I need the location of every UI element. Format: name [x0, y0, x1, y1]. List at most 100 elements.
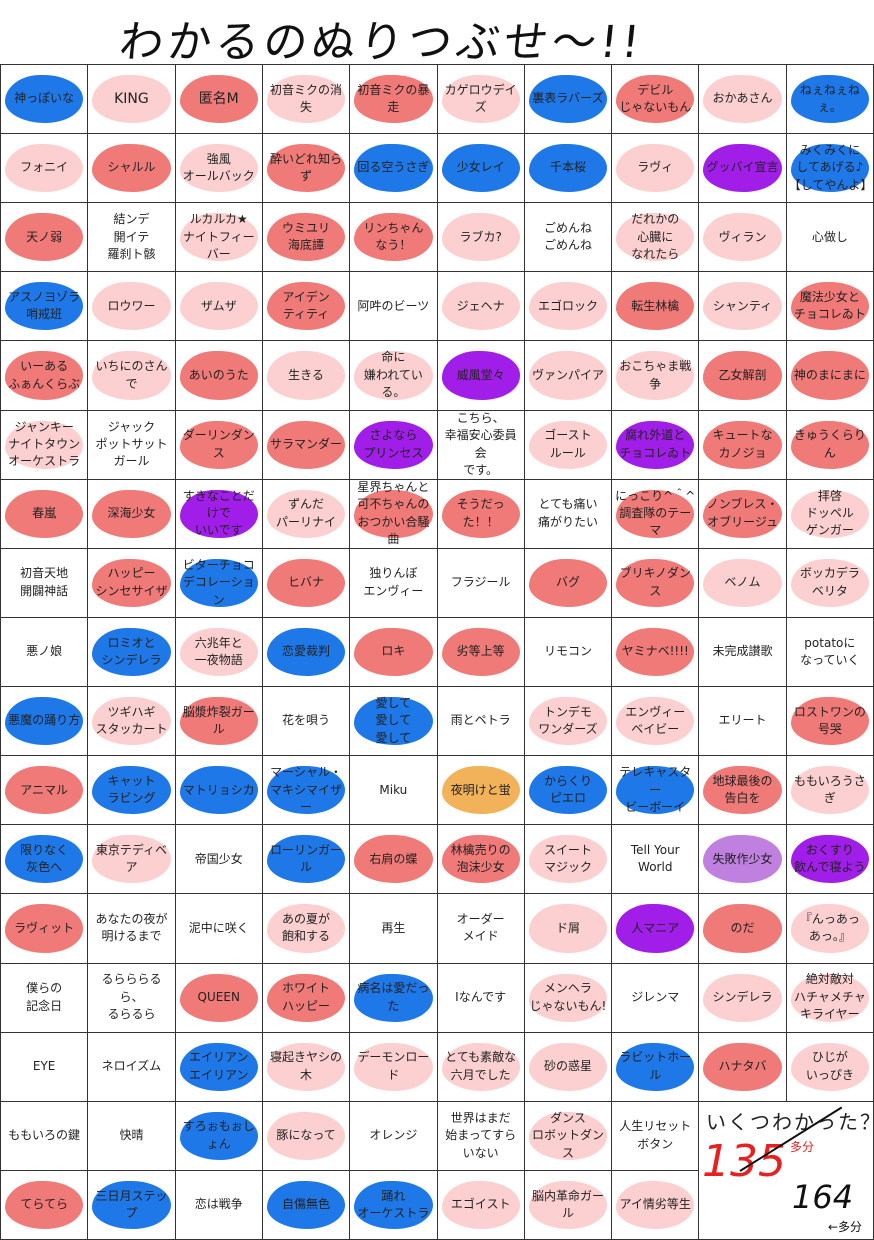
song-cell[interactable]: ウミユリ 海底譚: [262, 203, 351, 273]
song-cell[interactable]: 拝啓 ドッペル ゲンガー: [786, 479, 874, 549]
song-cell[interactable]: 僕らの 記念日: [1, 963, 89, 1033]
song-cell[interactable]: おくすり 飲んで寝よう: [786, 825, 874, 895]
song-cell[interactable]: 劣等上等: [437, 617, 525, 688]
song-cell[interactable]: ダンス ロボットダンス: [524, 1101, 613, 1171]
song-cell[interactable]: おこちゃま戦争: [612, 341, 700, 411]
song-cell[interactable]: 初音ミクの暴走: [350, 65, 438, 135]
song-cell[interactable]: ネロイズム: [88, 1032, 176, 1102]
song-cell[interactable]: ブリキノダンス: [612, 548, 700, 618]
song-cell[interactable]: ラヴィ: [612, 134, 700, 204]
song-cell[interactable]: さよなら プリンセス: [350, 410, 438, 480]
song-cell[interactable]: ロミオと シンデレラ: [88, 617, 176, 688]
song-cell[interactable]: ビターチョコ デコレーション: [175, 548, 263, 618]
song-cell[interactable]: QUEEN: [175, 963, 263, 1033]
song-cell[interactable]: だれかの 心臓に なれたら: [612, 203, 700, 273]
song-cell[interactable]: スイート マジック: [524, 825, 613, 895]
song-cell[interactable]: メンヘラ じゃないもん!: [524, 963, 613, 1033]
song-cell[interactable]: 強風 オールバック: [175, 134, 263, 204]
song-cell[interactable]: にっこり^＾^ 調査隊のテーマ: [612, 479, 700, 549]
song-cell[interactable]: Iなんです: [437, 963, 525, 1033]
song-cell[interactable]: 結ンデ 開イテ 羅刹ト骸: [88, 203, 176, 273]
song-cell[interactable]: マーシャル・ マキシマイザー: [262, 756, 351, 826]
song-cell[interactable]: 匿名M: [175, 65, 263, 135]
song-cell[interactable]: ド屑: [524, 894, 613, 964]
song-cell[interactable]: 回る空うさぎ: [350, 134, 438, 204]
song-cell[interactable]: 生きる: [262, 341, 351, 411]
song-cell[interactable]: ヒバナ: [262, 548, 351, 618]
song-cell[interactable]: 酔いどれ知らず: [262, 134, 351, 204]
song-cell[interactable]: みくみくに してあげる♪ 【してやんよ】: [786, 134, 874, 204]
song-cell[interactable]: 乙女解剖: [699, 341, 787, 411]
song-cell[interactable]: 三日月ステップ: [88, 1170, 176, 1240]
song-cell[interactable]: あの夏が 飽和する: [262, 894, 351, 964]
song-cell[interactable]: 林檎売りの 泡沫少女: [437, 825, 525, 895]
song-cell[interactable]: 豚になって: [262, 1101, 351, 1171]
song-cell[interactable]: シャンティ: [699, 272, 787, 342]
song-cell[interactable]: 地球最後の 告白を: [699, 756, 787, 826]
song-cell[interactable]: 雨とペトラ: [437, 687, 525, 757]
song-cell[interactable]: テレキャスター ビーボーイ: [612, 756, 700, 826]
song-cell[interactable]: ゴースト ルール: [524, 410, 613, 480]
song-cell[interactable]: 脳内革命ガール: [524, 1170, 613, 1240]
song-cell[interactable]: 人マニア: [612, 894, 700, 964]
song-cell[interactable]: おかあさん: [699, 65, 787, 135]
song-cell[interactable]: 世界はまだ 始まってすらいない: [437, 1101, 525, 1171]
song-cell[interactable]: オレンジ: [350, 1101, 438, 1171]
song-cell[interactable]: フラジール: [437, 548, 525, 618]
song-cell[interactable]: きゅうくらりん: [786, 410, 874, 480]
song-cell[interactable]: エゴイスト: [437, 1170, 525, 1240]
song-cell[interactable]: ひじが いっぴき: [786, 1032, 874, 1102]
song-cell[interactable]: あいのうた: [175, 341, 263, 411]
song-cell[interactable]: ハナタバ: [699, 1032, 787, 1102]
song-cell[interactable]: Tell Your World: [612, 825, 700, 895]
song-cell[interactable]: リンちゃん なう！: [350, 203, 438, 273]
song-cell[interactable]: 限りなく 灰色へ: [1, 825, 89, 895]
song-cell[interactable]: すろぉもぉしょん: [175, 1101, 263, 1171]
song-cell[interactable]: てらてら: [1, 1170, 89, 1240]
song-cell[interactable]: 花を唄う: [262, 687, 351, 757]
song-cell[interactable]: シャルル: [88, 134, 176, 204]
song-cell[interactable]: トンデモ ワンダーズ: [524, 687, 613, 757]
song-cell[interactable]: 悪ノ娘: [1, 617, 89, 688]
song-cell[interactable]: のだ: [699, 894, 787, 964]
song-cell[interactable]: ジレンマ: [612, 963, 700, 1033]
song-cell[interactable]: 魔法少女と チョコレゐト: [786, 272, 874, 342]
song-cell[interactable]: 悪魔の踊り方: [1, 687, 89, 757]
song-cell[interactable]: Miku: [350, 756, 438, 826]
song-cell[interactable]: 転生林檎: [612, 272, 700, 342]
song-cell[interactable]: 絶対敵対 ハチャメチャ キライヤー: [786, 963, 874, 1033]
song-cell[interactable]: ラヴィット: [1, 894, 89, 964]
song-cell[interactable]: ノンブレス・ オブリージュ: [699, 479, 787, 549]
song-cell[interactable]: オーダー メイド: [437, 894, 525, 964]
song-cell[interactable]: すきなことだけで いいです: [175, 479, 263, 549]
song-cell[interactable]: 砂の惑星: [524, 1032, 613, 1102]
song-cell[interactable]: ロウワー: [88, 272, 176, 342]
song-cell[interactable]: サラマンダー: [262, 410, 351, 480]
song-cell[interactable]: アスノヨゾラ 哨戒班: [1, 272, 89, 342]
song-cell[interactable]: アイ情劣等生: [612, 1170, 700, 1240]
song-cell[interactable]: エンヴィー ベイビー: [612, 687, 700, 757]
song-cell[interactable]: バグ: [524, 548, 613, 618]
song-cell[interactable]: 初音天地 開闢神話: [1, 548, 89, 618]
song-cell[interactable]: ロストワンの 号哭: [786, 687, 874, 757]
song-cell[interactable]: こちら、 幸福安心委員会 です。: [437, 410, 525, 480]
song-cell[interactable]: 帝国少女: [175, 825, 263, 895]
song-cell[interactable]: ロキ: [350, 617, 438, 688]
song-cell[interactable]: 深海少女: [88, 479, 176, 549]
song-cell[interactable]: ホワイト ハッピー: [262, 963, 351, 1033]
song-cell[interactable]: ももいろうさぎ: [786, 756, 874, 826]
song-cell[interactable]: ずんだ パーリナイ: [262, 479, 351, 549]
song-cell[interactable]: 失敗作少女: [699, 825, 787, 895]
song-cell[interactable]: いーある ふぁんくらぶ: [1, 341, 89, 411]
song-cell[interactable]: 神のまにまに: [786, 341, 874, 411]
song-cell[interactable]: 初音ミクの消失: [262, 65, 351, 135]
song-cell[interactable]: グッバイ宣言: [699, 134, 787, 204]
song-cell[interactable]: ごめんね ごめんね: [524, 203, 613, 273]
song-cell[interactable]: エイリアン エイリアン: [175, 1032, 263, 1102]
song-cell[interactable]: キュートな カノジョ: [699, 410, 787, 480]
song-cell[interactable]: 少女レイ: [437, 134, 525, 204]
song-cell[interactable]: キャット ラビング: [88, 756, 176, 826]
song-cell[interactable]: 病名は愛だった: [350, 963, 438, 1033]
song-cell[interactable]: 自傷無色: [262, 1170, 351, 1240]
song-cell[interactable]: KING: [88, 65, 176, 135]
